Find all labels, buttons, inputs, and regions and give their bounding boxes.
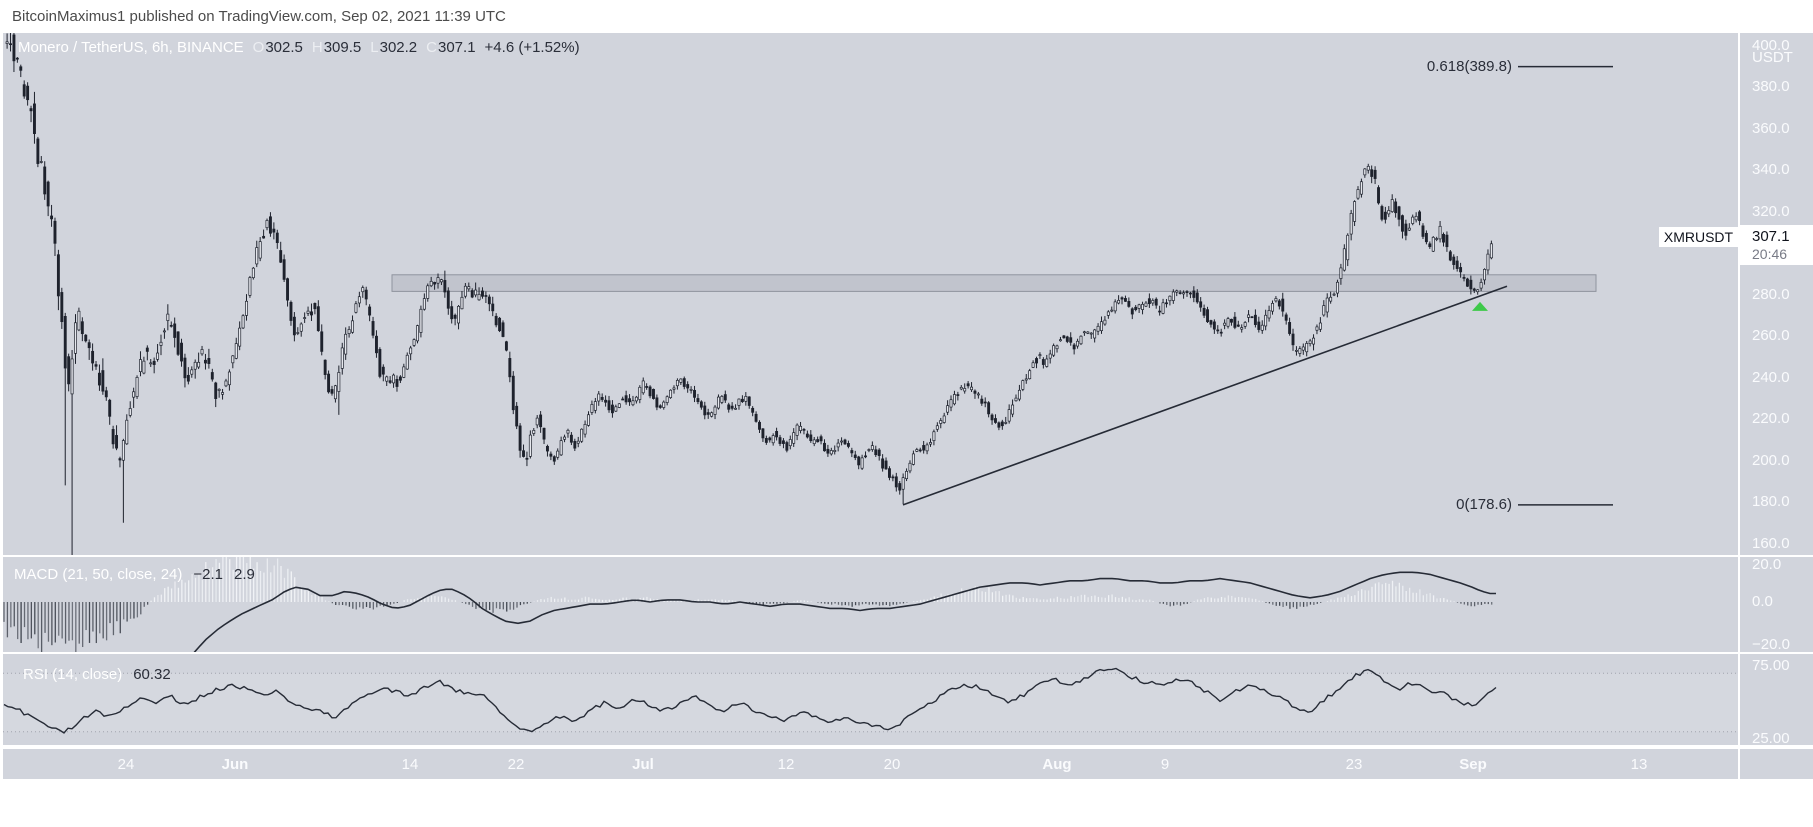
macd-axis-tick: 0.0	[1752, 593, 1773, 610]
price-axis-tick: 400.0	[1752, 36, 1790, 54]
rsi-legend: RSI (14, close) 60.32	[23, 666, 171, 683]
rsi-value: 60.32	[133, 666, 171, 683]
publish-header-bar: BitcoinMaximus1 published on TradingView…	[0, 0, 1813, 33]
fib-level-0-label[interactable]: 0(178.6)	[1456, 495, 1512, 513]
pane-separator[interactable]	[3, 555, 1813, 557]
pane-separator[interactable]	[3, 652, 1813, 654]
axis-separator	[1738, 33, 1740, 779]
price-axis-tick: 280.0	[1752, 285, 1790, 303]
footer-bar: TradingView	[0, 779, 1813, 827]
change-value: +4.6 (+1.52%)	[484, 39, 580, 56]
time-axis-label: 23	[1345, 756, 1363, 773]
time-axis-label: Sep	[1459, 756, 1487, 773]
price-axis-tick: 180.0	[1752, 493, 1790, 510]
rsi-axis-tick: 75.00	[1752, 657, 1790, 674]
macd-value-2: 2.9	[234, 566, 255, 583]
macd-title: MACD (21, 50, close, 24)	[14, 566, 183, 583]
symbol-price-label: XMRUSDT	[1659, 227, 1738, 247]
symbol-title: Monero / TetherUS, 6h, BINANCE	[18, 39, 244, 56]
price-axis-tick: 340.0	[1752, 161, 1790, 178]
time-axis-label: 12	[777, 756, 795, 773]
close-value: C 307.1	[426, 39, 476, 56]
macd-value-1: −2.1	[193, 566, 224, 583]
time-axis-label: 13	[1630, 756, 1648, 773]
time-axis-label: Jul	[632, 756, 654, 773]
low-value: L 302.2	[370, 39, 418, 56]
price-axis-tick: 360.0	[1752, 119, 1790, 137]
last-price-value: 307.1	[1752, 228, 1790, 245]
rsi-title: RSI (14, close)	[23, 666, 123, 683]
open-value: O 302.5	[252, 39, 303, 56]
fib-level-0618-label[interactable]: 0.618(389.8)	[1426, 57, 1512, 75]
price-axis-tick: 320.0	[1752, 202, 1790, 220]
time-axis-label: 9	[1160, 756, 1170, 773]
time-axis-label: 22	[507, 756, 525, 773]
time-axis-label: Jun	[221, 756, 249, 773]
time-axis-label: 20	[883, 756, 901, 773]
price-axis-unit: USDT	[1752, 49, 1793, 66]
macd-axis-tick: 20.0	[1752, 556, 1782, 573]
time-axis-label: 14	[401, 756, 419, 773]
macd-legend: MACD (21, 50, close, 24) −2.1 2.9	[14, 566, 255, 583]
pane-separator	[3, 745, 1813, 749]
price-axis-tick: 200.0	[1752, 451, 1790, 469]
publish-info-text: BitcoinMaximus1 published on TradingView…	[12, 8, 506, 25]
time-axis-label: 24	[117, 756, 135, 773]
chart-canvas[interactable]	[3, 33, 1813, 779]
macd-axis-tick: −20.0	[1752, 635, 1790, 653]
price-axis-tick: 240.0	[1752, 368, 1790, 386]
bar-countdown: 20:46	[1752, 246, 1788, 262]
price-axis-tick: 160.0	[1752, 534, 1790, 552]
last-price-tag: 307.1 20:46	[1740, 225, 1813, 265]
price-axis-tick: 220.0	[1752, 410, 1790, 427]
rsi-axis-tick: 25.00	[1752, 730, 1790, 747]
time-axis-label: Aug	[1042, 756, 1072, 773]
price-axis-tick: 260.0	[1752, 327, 1790, 344]
high-value: H 309.5	[311, 39, 362, 56]
price-axis-tick: 380.0	[1752, 78, 1790, 95]
